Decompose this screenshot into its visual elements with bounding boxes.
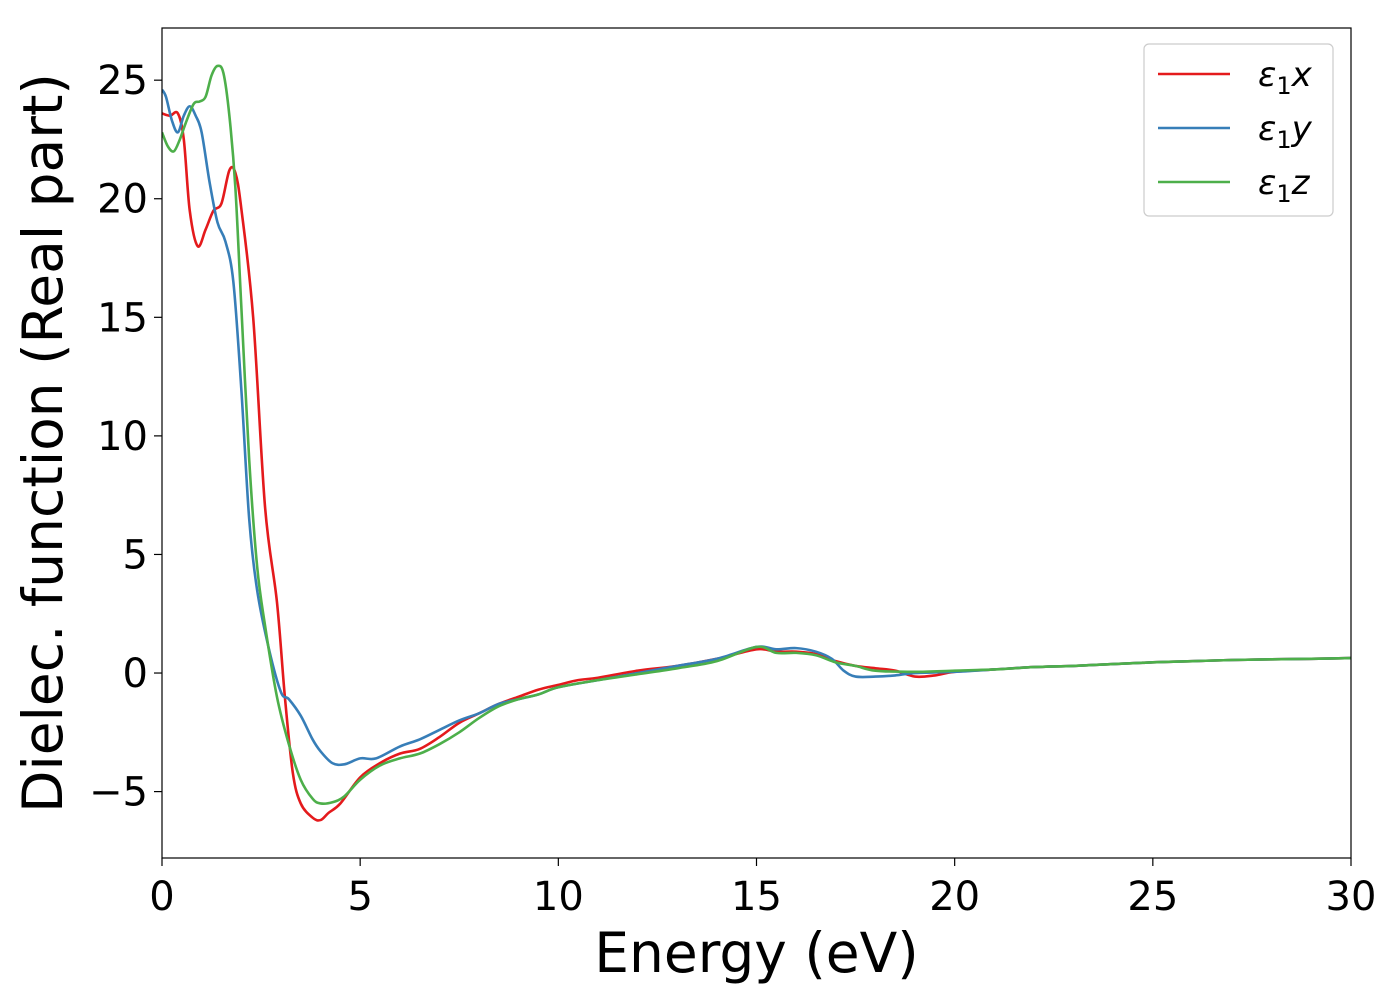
x-axis-ticks: 0 5 10 15 20 25 30 xyxy=(149,858,1376,920)
series-line-x xyxy=(162,110,1351,822)
legend-label-y: ε1y xyxy=(1258,109,1313,154)
y-tick-label: 15 xyxy=(97,295,148,341)
y-tick-label: 5 xyxy=(123,532,148,578)
y-axis-ticks: −5 0 5 10 15 20 25 xyxy=(89,58,162,816)
legend-label-x: ε1x xyxy=(1258,55,1313,100)
y-tick-label: −5 xyxy=(89,770,148,816)
legend-box xyxy=(1143,43,1334,217)
y-tick-label: 20 xyxy=(97,177,148,223)
x-tick-label: 0 xyxy=(149,874,174,920)
x-tick-label: 5 xyxy=(347,874,372,920)
series-layer xyxy=(162,64,1351,822)
x-tick-label: 10 xyxy=(533,874,584,920)
y-axis-label: Dielec. function (Real part) xyxy=(11,73,75,813)
y-tick-label: 25 xyxy=(97,58,148,104)
legend: ε1x ε1y ε1z xyxy=(1143,43,1334,217)
x-axis-label: Energy (eV) xyxy=(594,921,918,985)
y-tick-label: 0 xyxy=(123,651,148,697)
x-tick-label: 15 xyxy=(731,874,782,920)
x-tick-label: 20 xyxy=(929,874,980,920)
series-line-z xyxy=(162,64,1351,805)
legend-label-z: ε1z xyxy=(1258,163,1311,208)
y-tick-label: 10 xyxy=(97,414,148,460)
x-tick-label: 25 xyxy=(1127,874,1178,920)
x-tick-label: 30 xyxy=(1326,874,1377,920)
